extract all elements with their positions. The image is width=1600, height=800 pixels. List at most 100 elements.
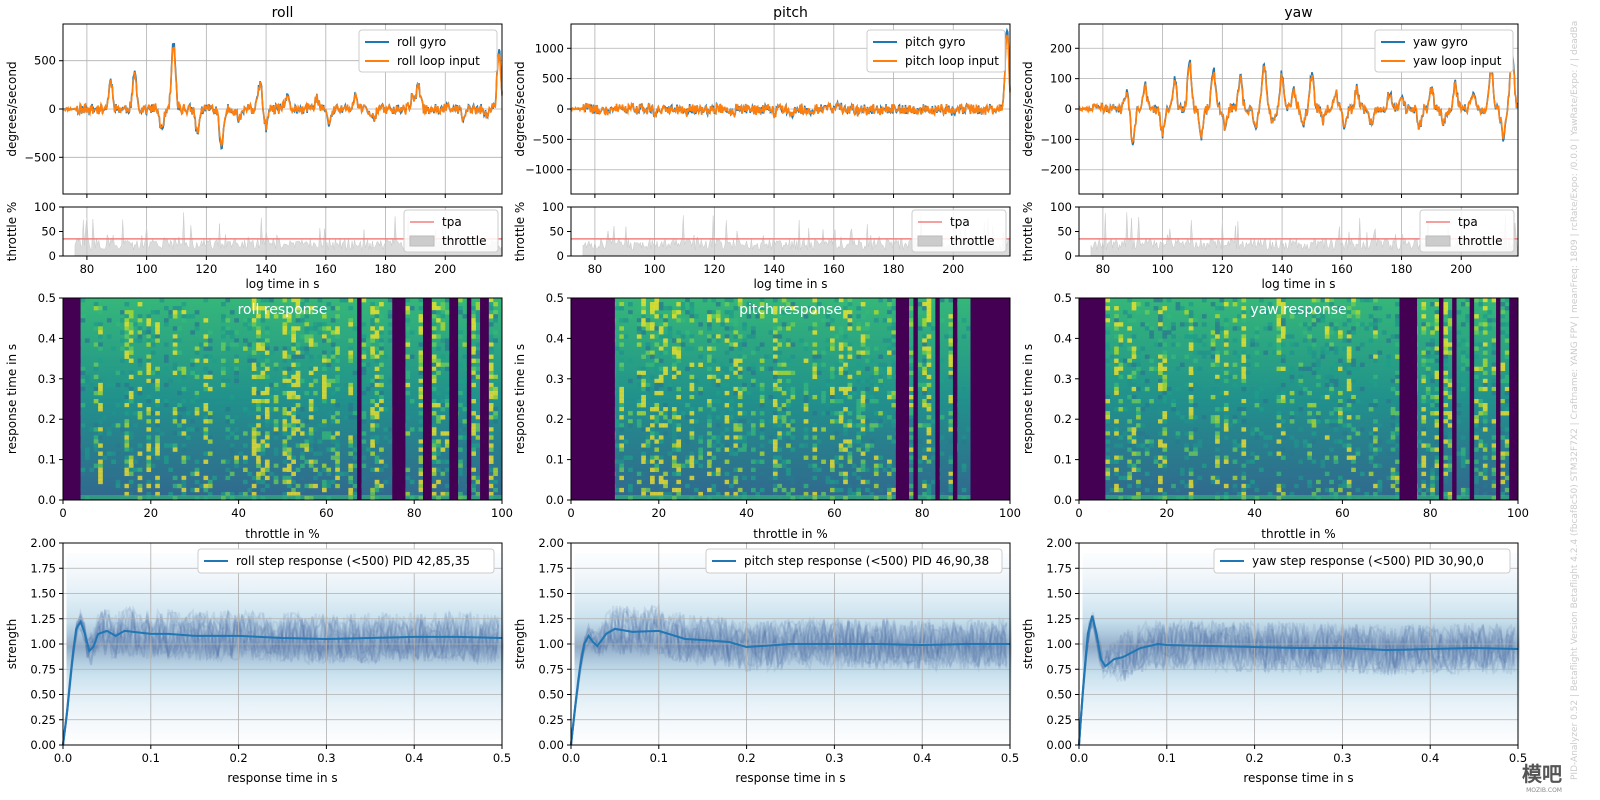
pitch-heat-cell [812, 463, 818, 468]
yaw-heat-cell [1465, 318, 1471, 323]
pitch-heat-cell [926, 306, 932, 311]
yaw-heat-cell [1386, 475, 1391, 481]
roll-heat-cell [352, 415, 358, 420]
pitch-heat-cell [838, 443, 844, 448]
roll-heat-cell [286, 463, 292, 468]
pitch-heat-cell [671, 435, 677, 440]
yaw-heat-cell [1210, 419, 1216, 424]
pitch-heat-cell [768, 330, 774, 335]
yaw-heat-cell [1324, 342, 1330, 347]
yaw-heat-cell [1254, 350, 1260, 355]
roll-heat-cell [181, 455, 187, 460]
pitch-heat-cell [671, 431, 677, 436]
pitch-heat-cell [711, 358, 717, 363]
pitch-heat-cell [838, 399, 844, 404]
pitch-heat-cell [790, 322, 796, 327]
yaw-heat-cell [1201, 463, 1207, 468]
pitch-heat-cell [887, 390, 892, 396]
yaw-heat-cell [1368, 403, 1374, 408]
roll-heat-cell [383, 451, 389, 456]
yaw-heat-cell [1118, 334, 1124, 339]
yaw-heat-cell [1443, 318, 1449, 323]
yaw-heat-cell [1114, 394, 1119, 400]
pitch-heat-cell [851, 386, 857, 392]
pitch-heat-cell [830, 483, 835, 489]
pitch-heat-cell [922, 342, 927, 347]
roll-heat-cell [172, 475, 178, 481]
pitch-heat-cell [772, 403, 778, 408]
roll-heat-cell [458, 330, 463, 335]
yaw-legend-throttle-label: throttle [1458, 234, 1502, 248]
yaw-heat-cell [1166, 298, 1172, 303]
pitch-throttle-ylabel: throttle % [513, 202, 527, 262]
yaw-heat-cell [1197, 443, 1203, 448]
roll-heat-cell [291, 354, 296, 359]
yaw-heat-cell [1114, 298, 1119, 303]
pitch-heat-cell [715, 447, 721, 452]
pitch-heat-cell [737, 435, 743, 440]
roll-heat-cell [300, 310, 305, 315]
yaw-heat-cell [1311, 362, 1317, 367]
yaw-heat-cell [1425, 350, 1431, 355]
yaw-heat-cell [1254, 334, 1260, 339]
roll-heat-cell [471, 475, 476, 481]
roll-heat-cell [229, 419, 235, 424]
yaw-gyro-ytick-label: 0 [1065, 102, 1072, 116]
pitch-heat-cell [772, 407, 778, 412]
pitch-heat-cell [772, 471, 778, 477]
pitch-heat-cell [619, 302, 624, 307]
yaw-heat-cell [1373, 306, 1378, 311]
yaw-heat-cell [1114, 350, 1119, 355]
roll-heat-cell [256, 399, 261, 404]
roll-heat-cell [150, 350, 156, 355]
roll-heat-cell [330, 350, 336, 355]
yaw-heat-cell [1223, 342, 1229, 347]
yaw-heat-cell [1131, 459, 1137, 464]
roll-heat-cell [137, 415, 143, 420]
pitch-legend-tpa-label: tpa [950, 215, 970, 229]
pitch-heat-cell [909, 370, 914, 376]
roll-heat-cell [229, 451, 235, 456]
yaw-heat-cell [1425, 342, 1431, 347]
yaw-heat-cell [1280, 354, 1286, 359]
yaw-heat-cell [1311, 342, 1317, 347]
roll-heat-cell [348, 399, 354, 404]
pitch-heat-cell [737, 423, 743, 428]
pitch-heat-cell [948, 350, 954, 355]
pitch-heat-cell [711, 314, 717, 319]
pitch-heat-cell [926, 374, 932, 380]
pitch-heat-cell [856, 314, 862, 319]
yaw-heat-cell [1258, 298, 1264, 303]
pitch-heat-cell [676, 439, 682, 444]
roll-heat-cell [212, 475, 217, 481]
pitch-heat-cell [711, 455, 717, 460]
roll-heatmap-title: roll response [238, 302, 328, 318]
roll-heat-cell [273, 447, 279, 452]
yaw-heat-cell [1289, 411, 1295, 416]
pitch-heat-cell [830, 326, 835, 331]
roll-heat-cell [146, 419, 152, 424]
roll-heat-cell [458, 459, 463, 464]
pitch-heat-cell [812, 306, 818, 311]
roll-heat-cell [300, 407, 305, 412]
roll-heat-cell [172, 415, 178, 420]
roll-heat-cell [322, 390, 327, 396]
yaw-heat-cell [1373, 419, 1378, 424]
roll-heat-cell [431, 386, 437, 392]
yaw-heat-cell [1131, 467, 1137, 473]
yaw-heat-cell [1460, 322, 1466, 327]
roll-heat-cell [84, 447, 90, 452]
yaw-heat-cell [1430, 322, 1435, 327]
yaw-heat-cell [1241, 378, 1247, 384]
roll-heat-cell [475, 443, 481, 448]
yaw-heat-cell [1460, 366, 1466, 372]
pitch-heat-cell [689, 314, 695, 319]
pitch-heat-cell [790, 342, 796, 347]
roll-heat-empty-band [63, 298, 81, 500]
yaw-heat-cell [1210, 302, 1216, 307]
pitch-heat-cell [671, 407, 677, 412]
pitch-heat-cell [733, 439, 739, 444]
roll-heat-cell [431, 427, 437, 432]
pitch-heat-cell [772, 415, 778, 420]
roll-heat-cell [286, 394, 292, 400]
